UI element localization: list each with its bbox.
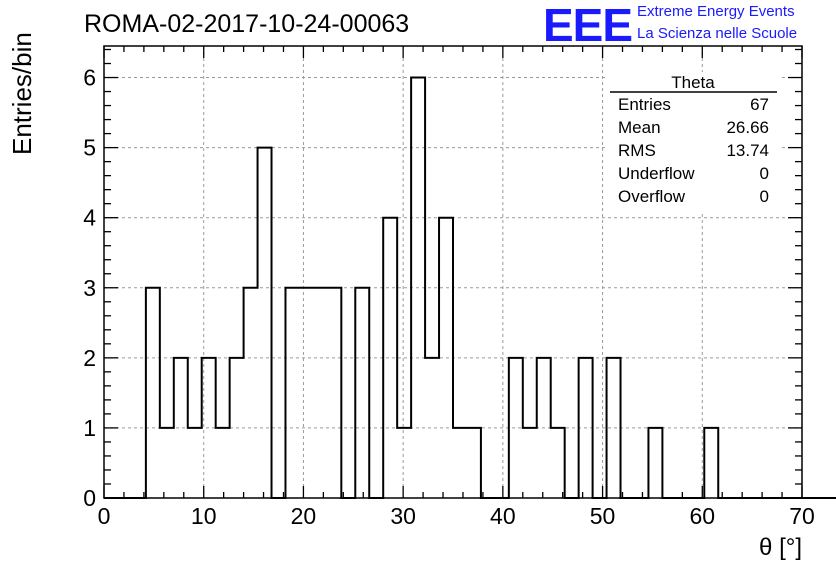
stats-box: Theta Entries 67 Mean 26.66 RMS 13.74 Un… — [606, 72, 780, 213]
histogram-bin — [355, 288, 369, 498]
histogram-bin — [551, 428, 565, 498]
histogram-bin — [216, 428, 230, 498]
histogram-bin — [160, 428, 174, 498]
y-tick-label: 4 — [83, 205, 96, 231]
stats-entries-value: 67 — [750, 95, 769, 114]
x-tick-label: 10 — [191, 503, 217, 529]
stats-mean-value: 26.66 — [726, 118, 769, 137]
stats-overflow-value: 0 — [760, 187, 769, 206]
x-tick-label: 30 — [390, 503, 416, 529]
histogram-bin — [648, 428, 662, 498]
histogram-bin — [453, 428, 467, 498]
stats-title: Theta — [671, 73, 715, 92]
x-tick-label: 0 — [98, 503, 111, 529]
run-title: ROMA-02-2017-10-24-00063 — [84, 10, 410, 38]
stats-rms-label: RMS — [618, 141, 656, 160]
x-axis-label: θ [°] — [759, 534, 802, 561]
histogram-bin — [327, 288, 341, 498]
histogram-bin — [146, 288, 160, 498]
y-axis-label: Entries/bin — [7, 32, 37, 155]
eee-logo: EEE — [543, 0, 633, 51]
logo-line-1: Extreme Energy Events — [637, 3, 795, 20]
histogram-bin — [704, 428, 718, 498]
stats-underflow-value: 0 — [760, 164, 769, 183]
y-tick-label: 6 — [83, 65, 96, 91]
stats-overflow-label: Overflow — [618, 187, 686, 206]
histogram-bin — [188, 428, 202, 498]
tick-labels: 0 10 20 30 40 50 60 70 0 1 2 3 4 5 6 — [83, 65, 815, 529]
histogram-bin — [244, 288, 258, 498]
histogram-bin — [397, 428, 411, 498]
histogram-bin — [523, 428, 537, 498]
histogram-bin — [285, 288, 299, 498]
logo-line-2: La Scienza nelle Scuole — [637, 25, 798, 42]
stats-rms-value: 13.74 — [726, 141, 769, 160]
x-tick-label: 20 — [291, 503, 317, 529]
plot-frame — [103, 45, 803, 499]
histogram-bin — [258, 148, 272, 498]
y-tick-label: 0 — [83, 485, 96, 511]
histogram-bin — [299, 288, 313, 498]
histogram-bin — [467, 428, 481, 498]
stats-entries-label: Entries — [618, 95, 671, 114]
histogram-bin — [383, 218, 397, 498]
y-tick-label: 3 — [83, 275, 96, 301]
y-tick-label: 1 — [83, 415, 96, 441]
y-tick-label: 2 — [83, 345, 96, 371]
x-tick-label: 60 — [689, 503, 715, 529]
y-tick-label: 5 — [83, 135, 96, 161]
x-tick-label: 70 — [789, 503, 815, 529]
x-tick-label: 40 — [490, 503, 516, 529]
histogram-bin — [313, 288, 327, 498]
stats-underflow-label: Underflow — [618, 164, 695, 183]
x-tick-label: 50 — [590, 503, 616, 529]
stats-mean-label: Mean — [618, 118, 661, 137]
histogram-bin — [174, 358, 188, 498]
axis-ticks — [103, 46, 803, 499]
